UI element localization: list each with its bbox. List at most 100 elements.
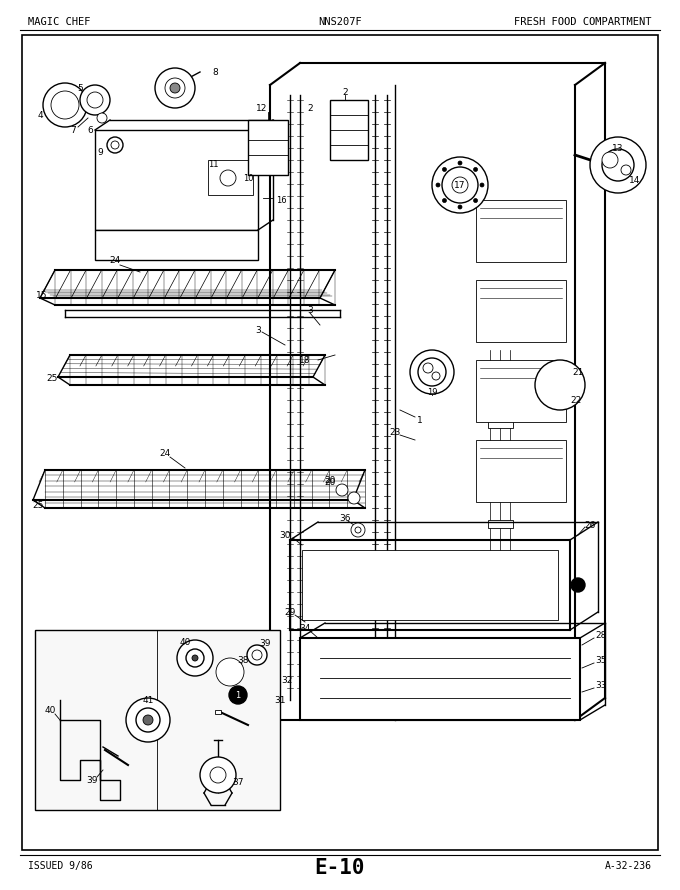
Text: 20: 20 [324, 475, 336, 484]
Text: FRESH FOOD COMPARTMENT: FRESH FOOD COMPARTMENT [515, 17, 652, 27]
Bar [488, 520, 513, 528]
Circle shape [177, 640, 213, 676]
Text: 24: 24 [159, 449, 171, 457]
Text: 40: 40 [44, 706, 56, 715]
Circle shape [186, 649, 204, 667]
Bar [476, 440, 566, 502]
Text: 23: 23 [390, 427, 401, 436]
Text: MAGIC CHEF: MAGIC CHEF [28, 17, 90, 27]
Circle shape [210, 767, 226, 783]
Text: 9: 9 [97, 148, 103, 157]
Circle shape [80, 85, 110, 115]
Circle shape [165, 78, 185, 98]
Text: 39: 39 [86, 775, 98, 784]
Text: 26: 26 [584, 521, 596, 530]
Text: 10: 10 [243, 174, 253, 182]
Circle shape [216, 658, 244, 686]
Circle shape [480, 183, 484, 187]
Text: 34: 34 [299, 624, 311, 633]
Text: 40: 40 [180, 637, 190, 646]
Circle shape [126, 698, 170, 742]
Text: 39: 39 [259, 638, 271, 648]
Circle shape [443, 198, 447, 203]
Circle shape [192, 655, 198, 661]
Bar [215, 710, 221, 714]
Circle shape [432, 157, 488, 213]
Bar [476, 360, 566, 422]
Text: 13: 13 [612, 143, 624, 152]
Text: 25: 25 [46, 374, 58, 383]
Text: 12: 12 [256, 103, 268, 112]
Circle shape [87, 92, 103, 108]
Text: 2: 2 [307, 103, 313, 112]
Text: 21: 21 [573, 368, 583, 376]
Bar [476, 200, 566, 262]
Bar [488, 420, 513, 428]
Bar [208, 160, 253, 195]
Bar [302, 550, 558, 620]
Circle shape [200, 757, 236, 793]
Circle shape [355, 527, 361, 533]
Bar [300, 638, 580, 720]
Text: 36: 36 [339, 514, 351, 522]
Circle shape [107, 137, 123, 153]
Bar [248, 120, 288, 175]
Circle shape [97, 113, 107, 123]
Text: 3: 3 [255, 326, 261, 335]
Circle shape [621, 165, 631, 175]
Circle shape [458, 161, 462, 165]
Bar [35, 630, 280, 810]
Text: 5: 5 [77, 84, 83, 93]
Circle shape [224, 666, 236, 678]
Circle shape [136, 708, 160, 732]
Circle shape [443, 167, 447, 172]
Text: NNS207F: NNS207F [318, 17, 362, 27]
Circle shape [111, 141, 119, 149]
Text: 19: 19 [427, 387, 437, 397]
Text: 25: 25 [33, 500, 44, 509]
Circle shape [602, 152, 618, 168]
Text: E-10: E-10 [315, 858, 365, 878]
Text: 31: 31 [274, 695, 286, 705]
Text: 33: 33 [595, 681, 607, 690]
Circle shape [252, 650, 262, 660]
Bar [488, 370, 513, 378]
Circle shape [218, 660, 242, 684]
Circle shape [155, 68, 195, 108]
Circle shape [351, 523, 365, 537]
Text: 14: 14 [629, 175, 641, 184]
Bar [476, 280, 566, 342]
Circle shape [229, 686, 247, 704]
Circle shape [590, 137, 646, 193]
Text: 4: 4 [37, 110, 43, 119]
Circle shape [452, 177, 468, 193]
Text: 28: 28 [595, 630, 607, 640]
Text: 24: 24 [109, 255, 120, 264]
Circle shape [571, 578, 585, 592]
Text: A-32-236: A-32-236 [605, 861, 652, 871]
Text: 22: 22 [571, 395, 581, 404]
Text: 41: 41 [142, 695, 154, 705]
Text: 20: 20 [324, 478, 336, 487]
Circle shape [348, 492, 360, 504]
Circle shape [473, 167, 477, 172]
Text: 1: 1 [417, 416, 423, 425]
Circle shape [247, 645, 267, 665]
Bar [330, 100, 368, 160]
Circle shape [410, 350, 454, 394]
Circle shape [336, 484, 348, 496]
Circle shape [473, 198, 477, 203]
Text: 32: 32 [282, 676, 292, 684]
Text: 7: 7 [70, 125, 76, 134]
Circle shape [43, 83, 87, 127]
Text: 18: 18 [299, 355, 311, 365]
Circle shape [220, 170, 236, 186]
Text: 15: 15 [36, 290, 48, 300]
Text: 8: 8 [212, 68, 218, 77]
Text: 3: 3 [307, 305, 313, 314]
Text: ISSUED 9/86: ISSUED 9/86 [28, 861, 92, 871]
Circle shape [418, 358, 446, 386]
Circle shape [535, 360, 585, 410]
Bar [488, 470, 513, 478]
Text: 2: 2 [342, 87, 347, 96]
